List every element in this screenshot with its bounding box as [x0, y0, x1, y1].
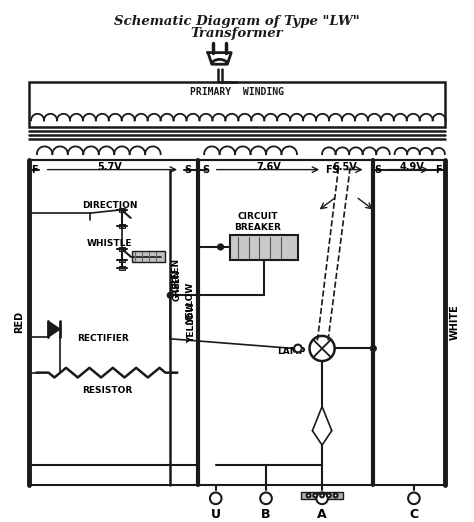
Bar: [119, 258, 125, 263]
Text: S: S: [374, 164, 382, 175]
Circle shape: [370, 346, 376, 351]
Text: S: S: [184, 164, 191, 175]
Circle shape: [320, 493, 324, 497]
Circle shape: [316, 493, 328, 504]
Text: RESISTOR: RESISTOR: [82, 386, 132, 395]
Text: 7.6V: 7.6V: [256, 162, 281, 172]
Polygon shape: [48, 322, 60, 337]
Text: GREEN: GREEN: [173, 270, 182, 301]
Text: GREEN: GREEN: [172, 258, 181, 292]
Text: C: C: [410, 508, 419, 521]
Bar: [119, 224, 125, 228]
Text: RECTIFIER: RECTIFIER: [77, 334, 129, 343]
Text: A: A: [317, 508, 327, 521]
Text: PRIMARY  WINDING: PRIMARY WINDING: [190, 88, 284, 98]
Text: 6.5V: 6.5V: [332, 162, 357, 172]
Circle shape: [307, 493, 310, 497]
Text: DIRECTION: DIRECTION: [82, 200, 137, 209]
Circle shape: [313, 493, 317, 497]
Text: LAMP: LAMP: [277, 347, 306, 356]
Text: B: B: [261, 508, 271, 521]
Text: YELLOW: YELLOW: [186, 282, 195, 324]
Text: Transformer: Transformer: [191, 28, 283, 41]
Text: F: F: [326, 164, 332, 175]
Circle shape: [327, 493, 331, 497]
Text: WHISTLE: WHISTLE: [87, 239, 132, 248]
Text: RED: RED: [15, 311, 25, 334]
Text: U: U: [211, 508, 221, 521]
Text: BREAKER: BREAKER: [234, 223, 281, 232]
Text: CIRCUIT: CIRCUIT: [237, 212, 278, 221]
Bar: [132, 251, 165, 263]
Circle shape: [334, 493, 337, 497]
Circle shape: [408, 493, 420, 504]
Bar: [230, 235, 298, 259]
Circle shape: [218, 244, 223, 250]
Text: S: S: [331, 164, 338, 175]
Circle shape: [294, 345, 302, 352]
Text: Schematic Diagram of Type "LW": Schematic Diagram of Type "LW": [114, 15, 360, 28]
Bar: [301, 492, 343, 500]
Text: S: S: [202, 164, 210, 175]
Text: WHITE: WHITE: [449, 304, 459, 340]
Bar: [119, 247, 125, 251]
Text: 4.9V: 4.9V: [400, 162, 424, 172]
Circle shape: [210, 493, 221, 504]
Circle shape: [167, 292, 173, 298]
Bar: [119, 266, 125, 270]
Circle shape: [260, 493, 272, 504]
Bar: [29, 81, 445, 127]
Bar: [119, 208, 125, 212]
Text: F: F: [32, 164, 38, 175]
Text: YELLOW: YELLOW: [187, 302, 196, 343]
Text: 5.7V: 5.7V: [97, 162, 122, 172]
Text: F: F: [435, 164, 441, 175]
